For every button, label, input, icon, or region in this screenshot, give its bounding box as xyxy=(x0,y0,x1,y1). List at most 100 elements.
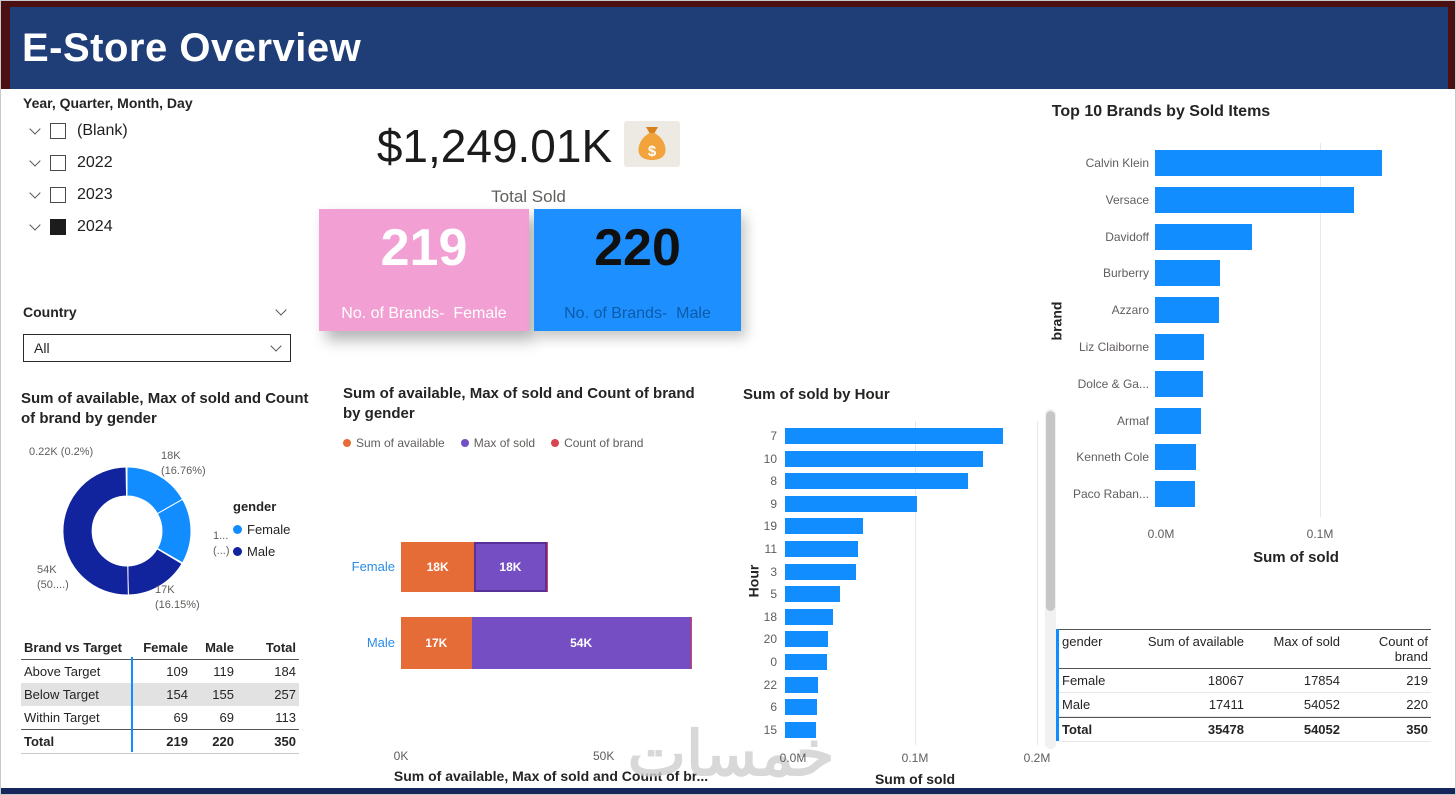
bar[interactable] xyxy=(1155,481,1195,508)
table-cell[interactable]: 54052 xyxy=(1247,693,1343,717)
table-cell[interactable]: 69 xyxy=(173,710,188,725)
x-tick-label: 0.0M xyxy=(1147,527,1175,541)
chevron-down-icon[interactable] xyxy=(29,219,41,231)
bar[interactable] xyxy=(785,654,827,670)
stacked-segment[interactable] xyxy=(546,542,548,592)
table-cell[interactable]: 257 xyxy=(237,683,299,706)
bar[interactable] xyxy=(1155,260,1221,287)
stacked-segment[interactable]: 17K xyxy=(401,617,472,669)
table-cell[interactable]: 113 xyxy=(275,710,296,725)
x-tick-label: 0K xyxy=(393,749,409,763)
bar-value-label: 18K xyxy=(426,560,449,574)
column-header[interactable]: Total xyxy=(237,636,299,660)
bar[interactable] xyxy=(785,608,833,625)
bar[interactable] xyxy=(1155,150,1383,176)
bar[interactable] xyxy=(785,699,817,716)
table-cell[interactable]: 219 xyxy=(1343,669,1431,693)
table-cell[interactable]: 18067 xyxy=(1125,669,1247,693)
bar[interactable] xyxy=(785,721,816,738)
bar[interactable] xyxy=(1155,334,1205,360)
donut-slice-male[interactable] xyxy=(62,466,129,596)
bar[interactable] xyxy=(785,563,856,580)
table-cell[interactable]: Male xyxy=(1059,693,1125,717)
column-header[interactable]: Brand vs Target xyxy=(21,636,133,660)
table-cell[interactable]: Female xyxy=(1059,669,1125,693)
bar[interactable] xyxy=(785,676,818,693)
scrollbar[interactable] xyxy=(1045,409,1056,749)
chevron-down-icon[interactable] xyxy=(29,155,41,167)
table-cell[interactable]: 184 xyxy=(274,664,296,679)
checkbox[interactable] xyxy=(50,123,66,139)
checkbox[interactable] xyxy=(50,187,66,203)
chevron-down-icon[interactable] xyxy=(275,304,287,316)
y-tick-label: 8 xyxy=(770,474,777,489)
column-header[interactable]: gender xyxy=(1059,630,1125,669)
donut-callout: 17K (16.15%) xyxy=(155,584,200,611)
bar[interactable] xyxy=(1155,370,1203,397)
table-cell[interactable]: Within Target xyxy=(24,710,100,725)
bar[interactable] xyxy=(785,586,840,603)
table-cell[interactable]: 154 xyxy=(133,683,191,706)
table-column-divider xyxy=(131,657,133,752)
column-header[interactable]: Male xyxy=(191,636,237,660)
legend-swatch xyxy=(460,439,469,447)
bar[interactable] xyxy=(785,428,1004,444)
bar[interactable] xyxy=(1155,407,1202,434)
bar[interactable] xyxy=(1155,297,1219,324)
table-cell[interactable]: 155 xyxy=(191,683,237,706)
column-header[interactable]: Count of brand xyxy=(1343,630,1431,669)
bar-value-label: 18K xyxy=(499,560,522,574)
total-sold-label: Total Sold xyxy=(491,187,566,206)
checkbox[interactable] xyxy=(50,155,66,171)
legend-item[interactable]: Count of brand xyxy=(551,436,643,450)
stacked-segment[interactable] xyxy=(690,617,692,669)
table-cell[interactable]: 17854 xyxy=(1247,669,1343,693)
bar[interactable] xyxy=(1155,223,1252,250)
stacked-segment[interactable]: 54K xyxy=(471,617,691,669)
date-slicer-item[interactable]: 2024 xyxy=(23,211,295,243)
legend-item[interactable]: Max of sold xyxy=(460,436,535,450)
hour-bar-row: 0 xyxy=(743,651,827,673)
column-header[interactable]: Sum of available xyxy=(1125,630,1247,669)
bar[interactable] xyxy=(785,541,859,557)
donut-slice-male[interactable] xyxy=(125,466,128,497)
table-cell[interactable]: 119 xyxy=(213,664,234,679)
female-brands-card[interactable]: 219 No. of Brands- Female xyxy=(319,209,529,331)
country-dropdown[interactable]: All xyxy=(23,334,291,362)
table-cell[interactable]: Above Target xyxy=(24,664,101,679)
table-cell[interactable]: Below Target xyxy=(21,683,133,706)
bar[interactable] xyxy=(785,495,917,512)
date-slicer-item[interactable]: 2023 xyxy=(23,179,295,211)
legend-item-female[interactable]: Female xyxy=(233,522,290,537)
stacked-segment[interactable]: 18K xyxy=(474,542,547,592)
column-header[interactable]: Female xyxy=(133,636,191,660)
bar[interactable] xyxy=(1155,444,1197,471)
brands-chart-title: Top 10 Brands by Sold Items xyxy=(1051,103,1271,120)
x-axis-title: Sum of sold xyxy=(874,771,956,787)
bar[interactable] xyxy=(785,631,828,648)
table-cell[interactable]: 109 xyxy=(166,664,188,679)
page-title: E-Store Overview xyxy=(22,25,362,70)
x-axis-title: Sum of sold xyxy=(1253,549,1339,566)
table-cell[interactable]: 17411 xyxy=(1125,693,1247,717)
table-cell[interactable]: 220 xyxy=(1343,693,1431,717)
scrollbar-thumb[interactable] xyxy=(1046,411,1055,611)
chevron-down-icon[interactable] xyxy=(29,187,41,199)
legend-item-male[interactable]: Male xyxy=(233,544,290,559)
legend-item[interactable]: Sum of available xyxy=(343,436,445,450)
date-slicer-item[interactable]: 2022 xyxy=(23,147,295,179)
country-slicer-title: Country xyxy=(23,304,77,320)
checkbox[interactable] xyxy=(50,219,66,235)
male-brands-card[interactable]: 220 No. of Brands- Male xyxy=(534,209,741,331)
date-slicer-item[interactable]: (Blank) xyxy=(23,115,295,147)
bar[interactable] xyxy=(1155,186,1354,213)
bar[interactable] xyxy=(785,450,983,467)
bar[interactable] xyxy=(785,473,968,490)
table-cell[interactable]: 69 xyxy=(219,710,234,725)
date-slicer-items: (Blank) 2022 2023 2024 xyxy=(23,115,295,243)
stacked-segment[interactable]: 18K xyxy=(401,542,475,592)
chevron-down-icon[interactable] xyxy=(29,123,41,135)
y-tick-label: 19 xyxy=(763,519,777,534)
column-header[interactable]: Max of sold xyxy=(1247,630,1343,669)
bar[interactable] xyxy=(785,518,864,535)
